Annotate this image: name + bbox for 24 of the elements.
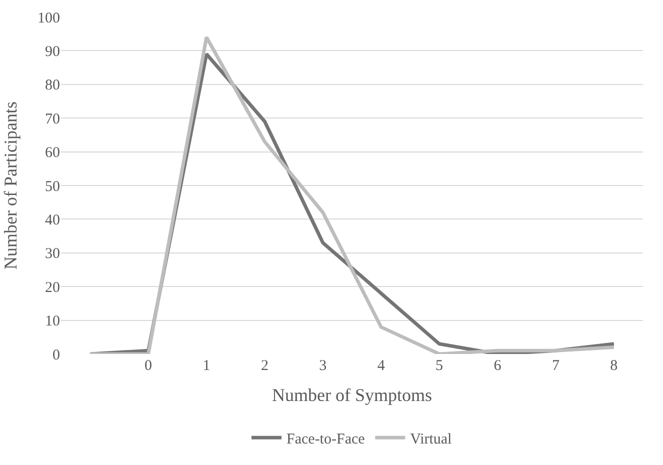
y-tick-label: 70 xyxy=(45,111,60,128)
y-tick-label: 80 xyxy=(45,78,60,94)
y-tick-label: 0 xyxy=(52,347,60,364)
y-tick-label: 60 xyxy=(45,145,60,162)
legend-label: Face-to-Face xyxy=(286,432,366,448)
x-tick-label: 8 xyxy=(610,358,618,374)
y-tick-label: 20 xyxy=(45,280,60,296)
x-tick-label: 6 xyxy=(494,358,502,374)
x-tick-label: 4 xyxy=(377,358,386,374)
x-tick-label: 0 xyxy=(144,358,152,374)
y-tick-label: 40 xyxy=(45,212,60,228)
x-tick-label: 7 xyxy=(552,358,560,374)
x-tick-label: 5 xyxy=(436,358,444,374)
x-tick-label: 1 xyxy=(202,358,210,374)
x-tick-label: 3 xyxy=(319,358,327,374)
y-tick-label: 50 xyxy=(45,178,60,195)
legend-label: Virtual xyxy=(410,432,452,448)
y-tick-label: 90 xyxy=(45,44,60,60)
y-axis-title: Number of Participants xyxy=(0,102,21,270)
y-tick-label: 30 xyxy=(45,246,60,262)
y-tick-label: 10 xyxy=(45,314,60,330)
y-tick-label: 100 xyxy=(38,10,60,26)
x-axis-title: Number of Symptoms xyxy=(272,385,432,406)
x-tick-label: 2 xyxy=(260,358,268,374)
